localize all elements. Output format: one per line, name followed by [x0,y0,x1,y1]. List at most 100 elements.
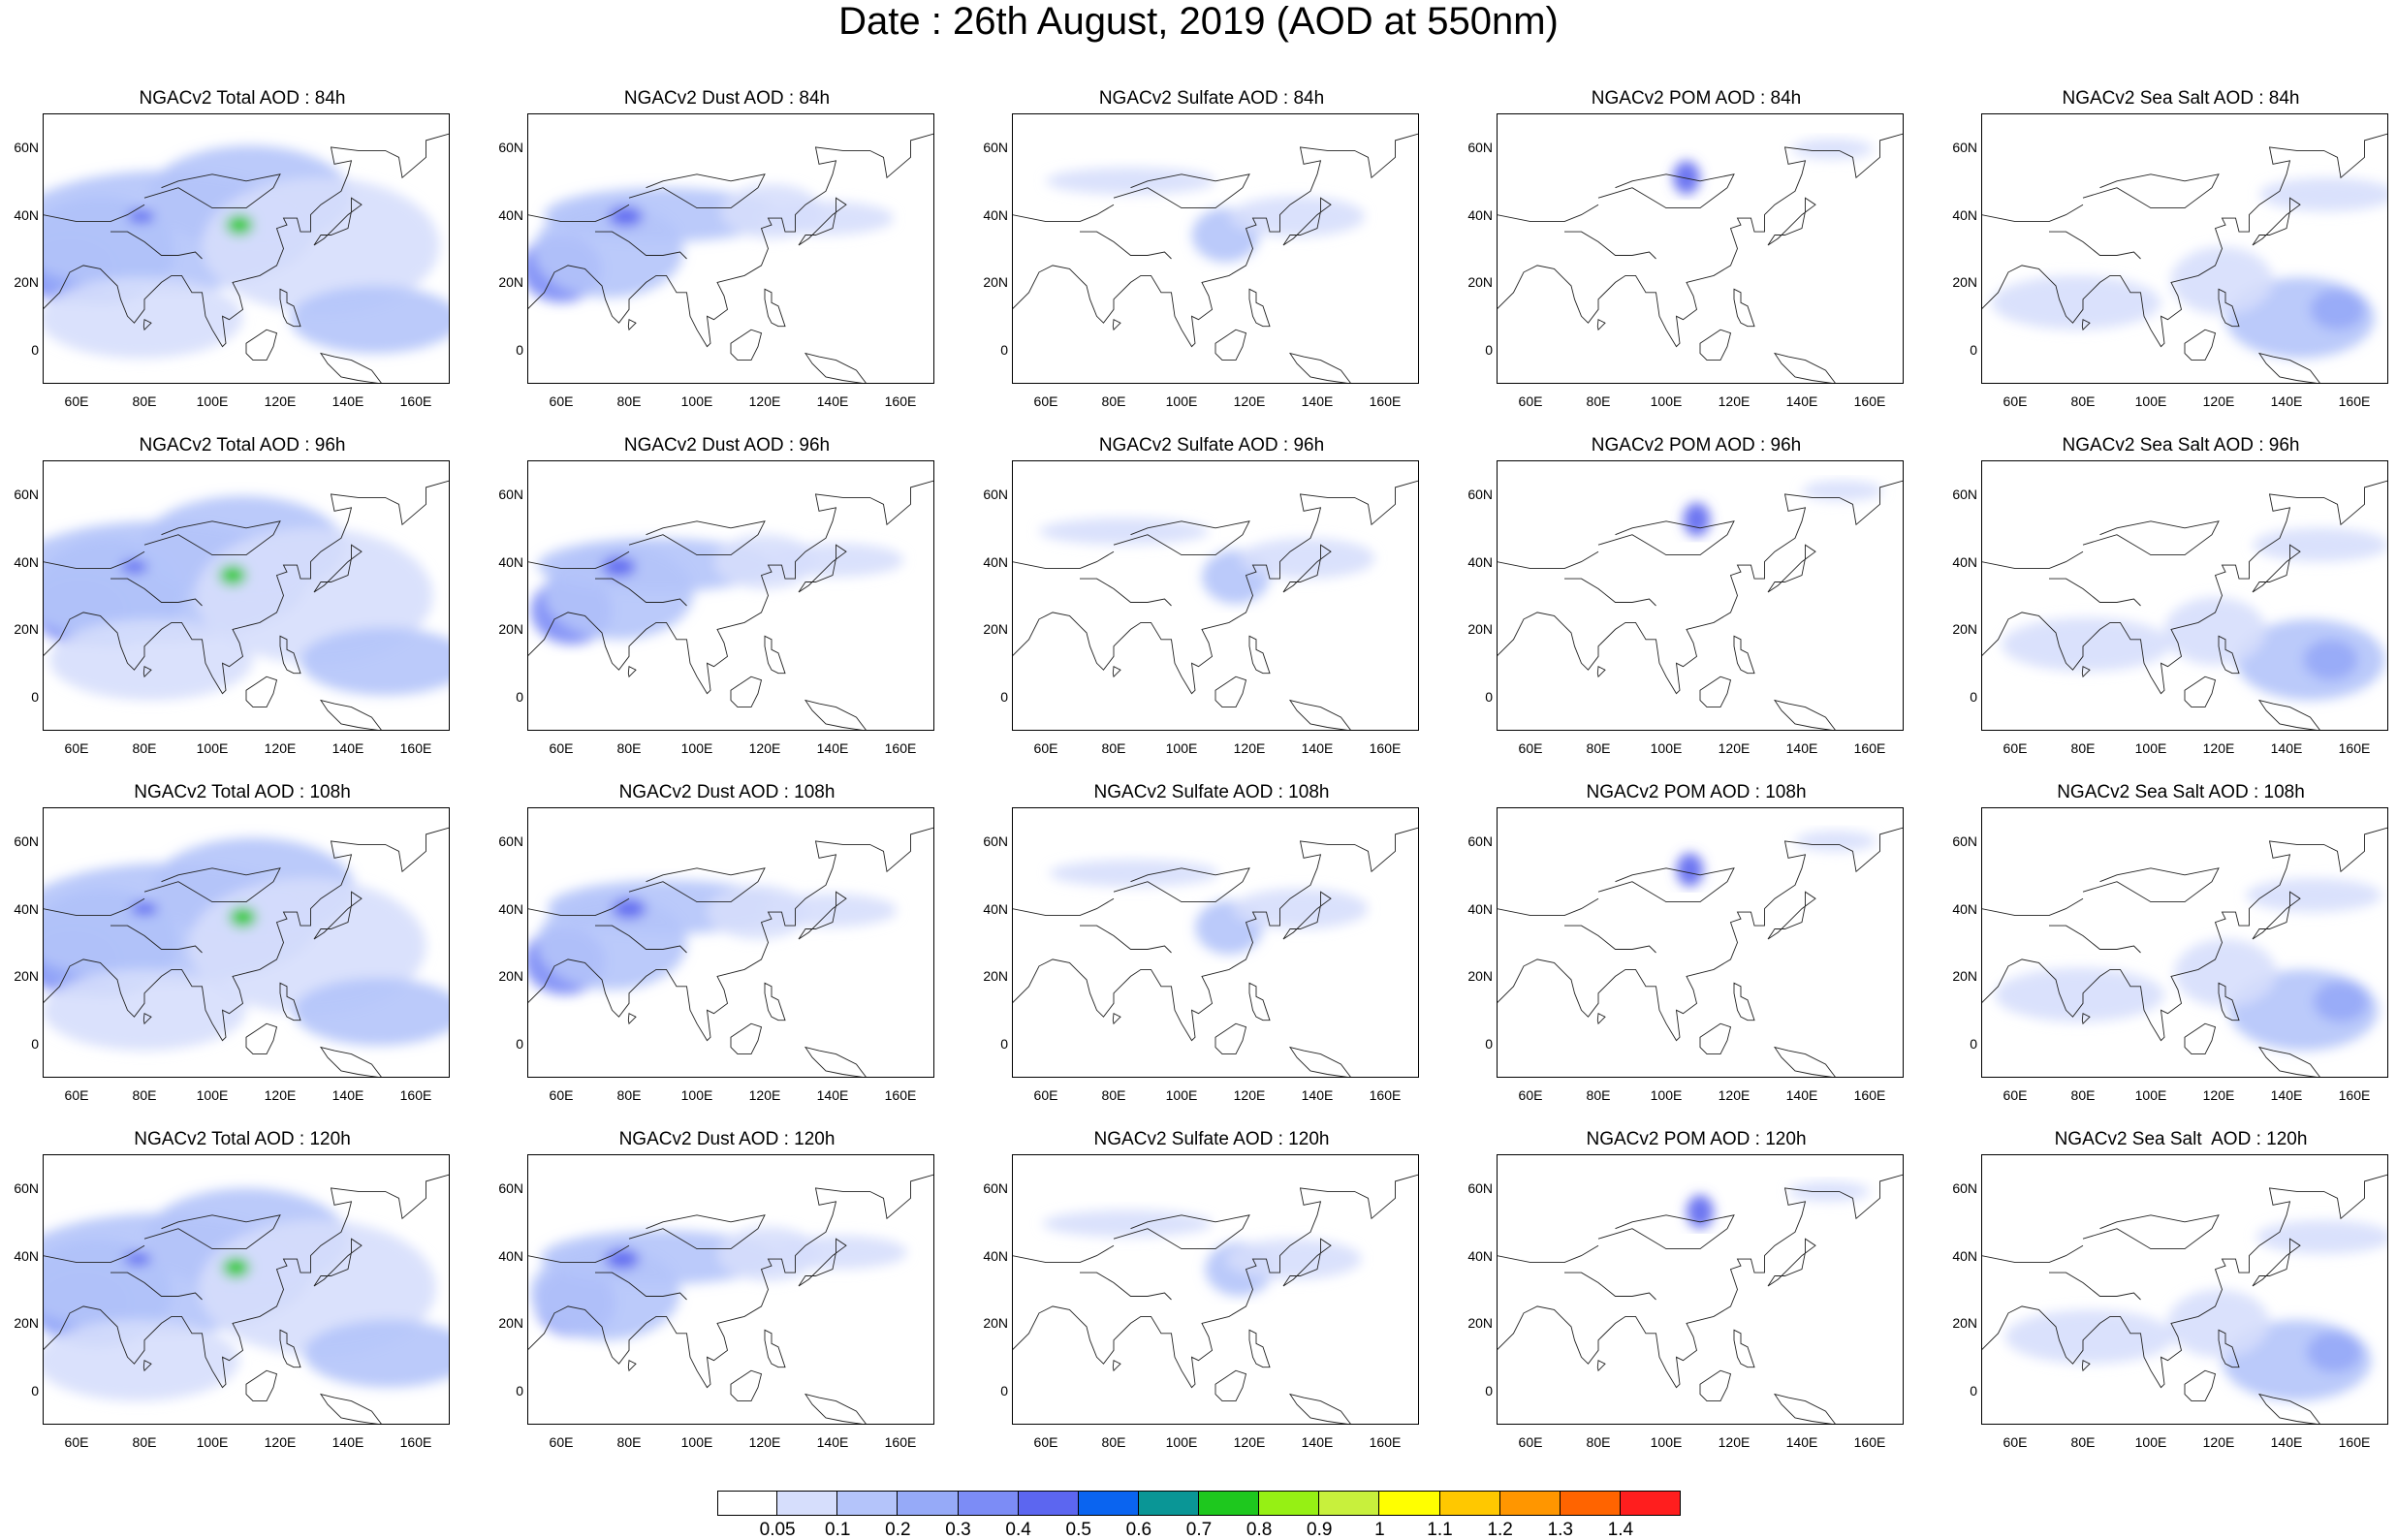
coastline [1597,1214,1735,1250]
coastline [2082,867,2220,903]
coastline [730,676,763,708]
aod-field-blob [1046,167,1215,195]
coastline [527,204,630,223]
coastline [1497,204,1599,223]
aod-field-blob [2002,617,2171,672]
aod-field-blob [2255,1220,2388,1254]
map-frame [527,807,934,1078]
coastline [1080,925,1172,954]
coastline [730,1022,763,1055]
aod-field-blob [226,214,253,236]
lat-tick-label: 60N [1467,139,1493,155]
aod-map [1012,1154,1419,1425]
coastline [279,635,301,675]
aod-map [43,460,450,731]
colorbar-cell [837,1491,899,1516]
aod-field-blob [1225,1239,1362,1280]
lat-tick-label: 40N [1467,553,1493,570]
map-frame [1497,1154,1904,1425]
coastline [313,1238,363,1287]
lat-tick-label: 60N [983,1179,1008,1196]
map-panel-total: NGACv2 Total AOD : 96h 60N 40N 20N 0 60E 80E 10… [0,429,485,776]
lat-tick-label: 20N [498,621,523,638]
aod-field-blob [1995,967,2164,1022]
coastline [527,480,934,695]
lat-tick-label: 60N [1467,833,1493,849]
coastline [279,288,301,328]
coastline [43,133,450,348]
coastline [1248,288,1271,328]
coastline [2049,1272,2141,1301]
lon-tick-label: 80E [1101,740,1126,756]
aod-map [1497,1154,1904,1425]
lon-tick-label: 100E [1165,1434,1198,1450]
lon-tick-label: 60E [2003,1434,2028,1450]
lon-tick-label: 140E [1301,393,1334,409]
aod-field-blob [1802,480,1883,501]
colorbar-cell [1439,1491,1500,1516]
coastline [43,1244,145,1264]
coastline [1012,480,1419,695]
map-panel-pom: NGACv2 POM AOD : 108h 60N 40N 20N 0 60E 80E 100… [1454,776,1939,1123]
colorbar-cell [1018,1491,1079,1516]
aod-field-blob [1676,853,1704,887]
coastline [804,699,867,731]
lat-tick-label: 40N [498,553,523,570]
aod-field-blob [219,565,246,586]
colorbar-cell [1259,1491,1320,1516]
aod-field-blob [202,177,440,313]
colorbar-cell [777,1491,838,1516]
lat-tick-label: 40N [14,1247,39,1264]
colorbar-label: 0.5 [1065,1520,1091,1540]
lat-tick-label: 60N [14,139,39,155]
lat-tick-label: 20N [1467,968,1493,985]
coastline [764,1329,786,1368]
coastline [43,550,145,570]
coastline [1767,1238,1816,1287]
aod-field-blob [124,1252,151,1267]
lon-tick-label: 80E [2070,740,2096,756]
lat-tick-label: 20N [14,968,39,985]
aod-map [527,113,934,384]
coastline [798,197,847,246]
lon-tick-label: 100E [1165,393,1198,409]
coastline [2257,352,2321,384]
coastline [1282,197,1332,246]
colorbar-label: 0.8 [1246,1520,1273,1540]
map-panel-total: NGACv2 Total AOD : 84h 60N 40N 20N 0 60E 80E 10… [0,82,485,429]
aod-field-blob [43,969,246,1052]
aod-field-blob [120,559,148,574]
coastline [2257,1393,2321,1425]
colorbar-cell [1319,1491,1380,1516]
lat-tick-label: 40N [983,206,1008,223]
lat-tick-label: 20N [498,274,523,291]
lon-tick-label: 160E [2338,1087,2371,1103]
coastline [245,1369,278,1402]
lon-tick-label: 120E [264,393,297,409]
colorbar-cell [1138,1491,1199,1516]
coastline [627,1013,637,1025]
coastline [595,231,687,260]
lon-tick-label: 80E [132,1087,157,1103]
map-frame [1012,1154,1419,1425]
lon-tick-label: 160E [1369,393,1402,409]
lon-tick-label: 120E [2202,393,2235,409]
coastline [245,1022,278,1055]
coastline [110,1272,203,1301]
lon-tick-label: 160E [884,393,917,409]
lon-tick-label: 60E [2003,1087,2028,1103]
aod-map [1497,807,1904,1078]
aod-map [1497,113,1904,384]
colorbar-cell [1199,1491,1260,1516]
aod-field-blob [758,201,894,236]
lat-tick-label: 0 [31,1036,39,1053]
coastline [1214,1022,1247,1055]
map-frame [1012,460,1419,731]
aod-field-blob [1791,139,1874,160]
lat-tick-label: 20N [1467,274,1493,291]
coastline [1733,982,1755,1021]
lon-tick-label: 60E [64,740,89,756]
coastline [527,133,934,348]
coastline [1080,1272,1172,1301]
coastline [1981,1174,2388,1389]
